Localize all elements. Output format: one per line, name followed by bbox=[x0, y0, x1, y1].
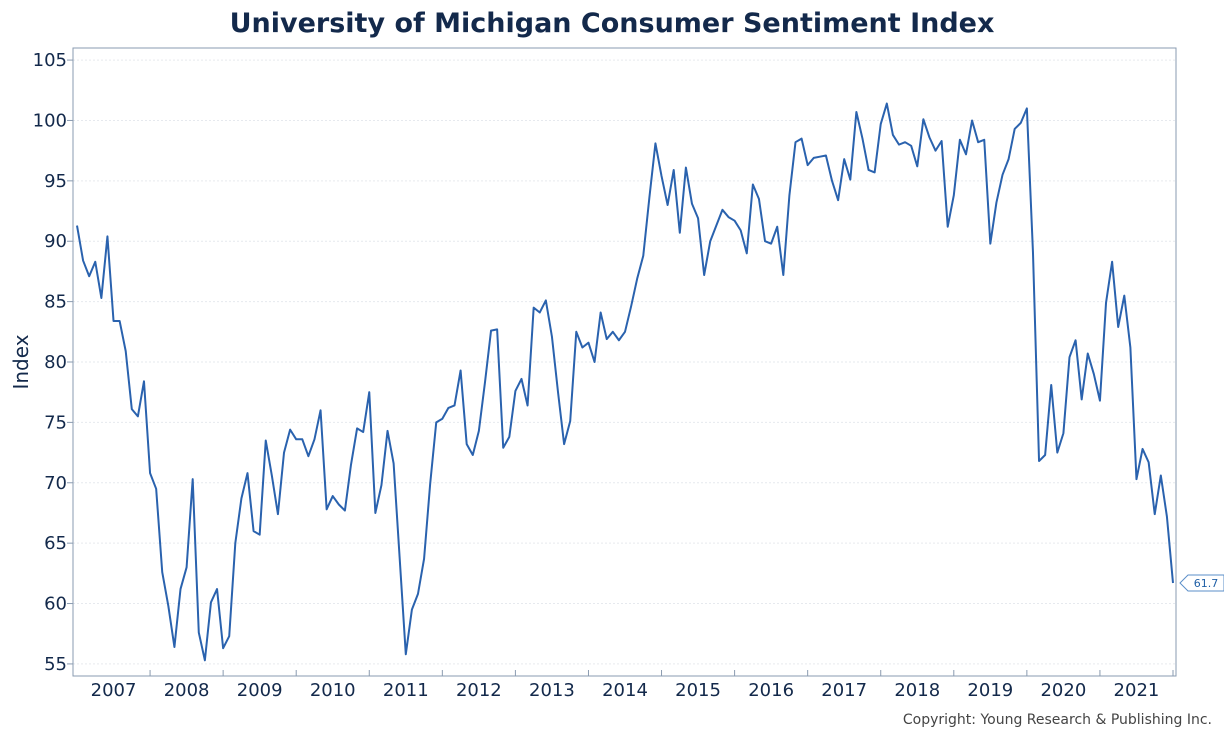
x-tick-label: 2019 bbox=[967, 680, 1013, 701]
last-value-label: 61.7 bbox=[1194, 577, 1219, 590]
copyright-note: Copyright: Young Research & Publishing I… bbox=[903, 712, 1212, 728]
y-tick-label: 105 bbox=[33, 50, 67, 71]
series-line-sentiment bbox=[76, 102, 1174, 662]
x-axis: 2007 2008 2009 2010 2011 2012 2013 2014 2015 2016… bbox=[91, 670, 1174, 701]
series-layer bbox=[76, 102, 1174, 662]
x-tick-label: 2012 bbox=[456, 680, 502, 701]
y-tick-label: 80 bbox=[44, 352, 67, 373]
last-value-callout: 61.7 bbox=[1179, 574, 1224, 592]
x-tick-label: 2018 bbox=[894, 680, 940, 701]
y-tick-label: 95 bbox=[44, 171, 67, 192]
x-tick-label: 2021 bbox=[1114, 680, 1160, 701]
x-tick-label: 2017 bbox=[821, 680, 867, 701]
y-tick-label: 55 bbox=[44, 654, 67, 675]
y-axis-label: Index bbox=[9, 334, 33, 389]
x-tick-label: 2016 bbox=[748, 680, 794, 701]
x-tick-label: 2010 bbox=[310, 680, 356, 701]
last-value-box bbox=[1179, 574, 1224, 592]
x-tick-label: 2020 bbox=[1040, 680, 1086, 701]
y-tick-label: 100 bbox=[33, 110, 67, 131]
y-tick-label: 90 bbox=[44, 231, 67, 252]
x-tick-label: 2007 bbox=[91, 680, 137, 701]
x-tick-label: 2014 bbox=[602, 680, 648, 701]
x-tick-label: 2015 bbox=[675, 680, 721, 701]
x-tick-label: 2011 bbox=[383, 680, 429, 701]
chart-title: University of Michigan Consumer Sentimen… bbox=[229, 8, 995, 39]
x-tick-label: 2009 bbox=[237, 680, 283, 701]
x-tick-label: 2008 bbox=[164, 680, 210, 701]
y-tick-label: 65 bbox=[44, 533, 67, 554]
y-tick-label: 75 bbox=[44, 412, 67, 433]
y-tick-label: 60 bbox=[44, 594, 67, 615]
y-tick-label: 85 bbox=[44, 292, 67, 313]
y-tick-label: 70 bbox=[44, 473, 67, 494]
x-tick-label: 2013 bbox=[529, 680, 575, 701]
y-axis: 55 60 65 70 75 80 85 90 95 100 105 bbox=[33, 50, 73, 675]
